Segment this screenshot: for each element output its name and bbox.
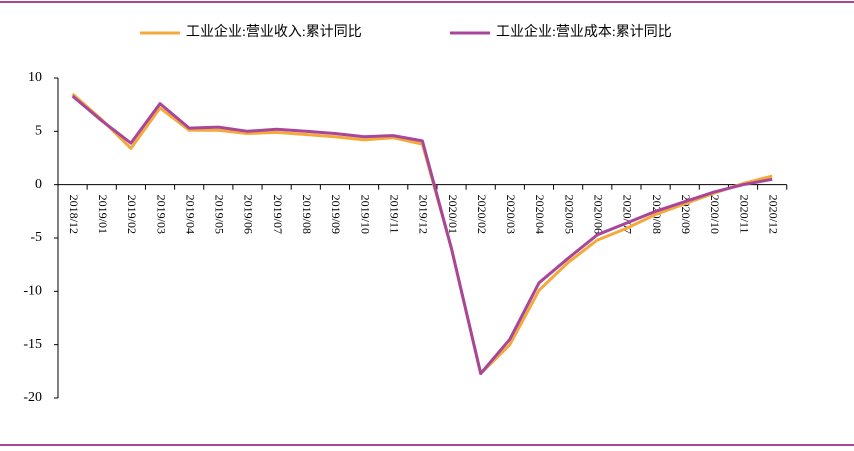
x-tick-label: 2019/02 — [125, 195, 139, 234]
x-tick-label: 2019/11 — [387, 195, 401, 234]
x-tick-label: 2020/01 — [446, 195, 460, 234]
y-tick-label: 10 — [28, 70, 42, 85]
x-tick-label: 2020/05 — [562, 195, 576, 234]
y-tick-label: 5 — [35, 124, 42, 139]
legend-label: 工业企业:营业收入:累计同比 — [186, 23, 362, 40]
x-tick-label: 2019/09 — [329, 195, 343, 234]
x-tick-label: 2020/10 — [708, 195, 722, 234]
x-tick-label: 2020/04 — [533, 195, 547, 234]
x-tick-label: 2019/03 — [154, 195, 168, 234]
x-tick-label: 2018/12 — [67, 195, 81, 234]
x-tick-label: 2019/08 — [300, 195, 314, 234]
x-tick-label: 2019/05 — [213, 195, 227, 234]
y-tick-label: -10 — [23, 284, 42, 299]
series-line — [71, 94, 773, 375]
y-tick-label: -5 — [30, 230, 42, 245]
x-tick-label: 2019/06 — [242, 195, 256, 234]
y-tick-label: 0 — [35, 177, 42, 192]
x-tick-label: 2020/02 — [475, 195, 489, 234]
x-tick-label: 2020/03 — [504, 195, 518, 234]
x-tick-label: 2020/12 — [766, 195, 780, 234]
x-tick-label: 2019/07 — [271, 195, 285, 234]
legend-label: 工业企业:营业成本:累计同比 — [496, 23, 672, 40]
x-tick-label: 2019/01 — [96, 195, 110, 234]
y-tick-label: -20 — [23, 390, 42, 405]
x-tick-label: 2020/06 — [592, 195, 606, 234]
x-tick-label: 2019/04 — [183, 195, 197, 234]
y-tick-label: -15 — [23, 337, 42, 352]
x-tick-label: 2019/12 — [417, 195, 431, 234]
x-tick-label: 2020/11 — [737, 195, 751, 234]
x-tick-label: 2019/10 — [358, 195, 372, 234]
